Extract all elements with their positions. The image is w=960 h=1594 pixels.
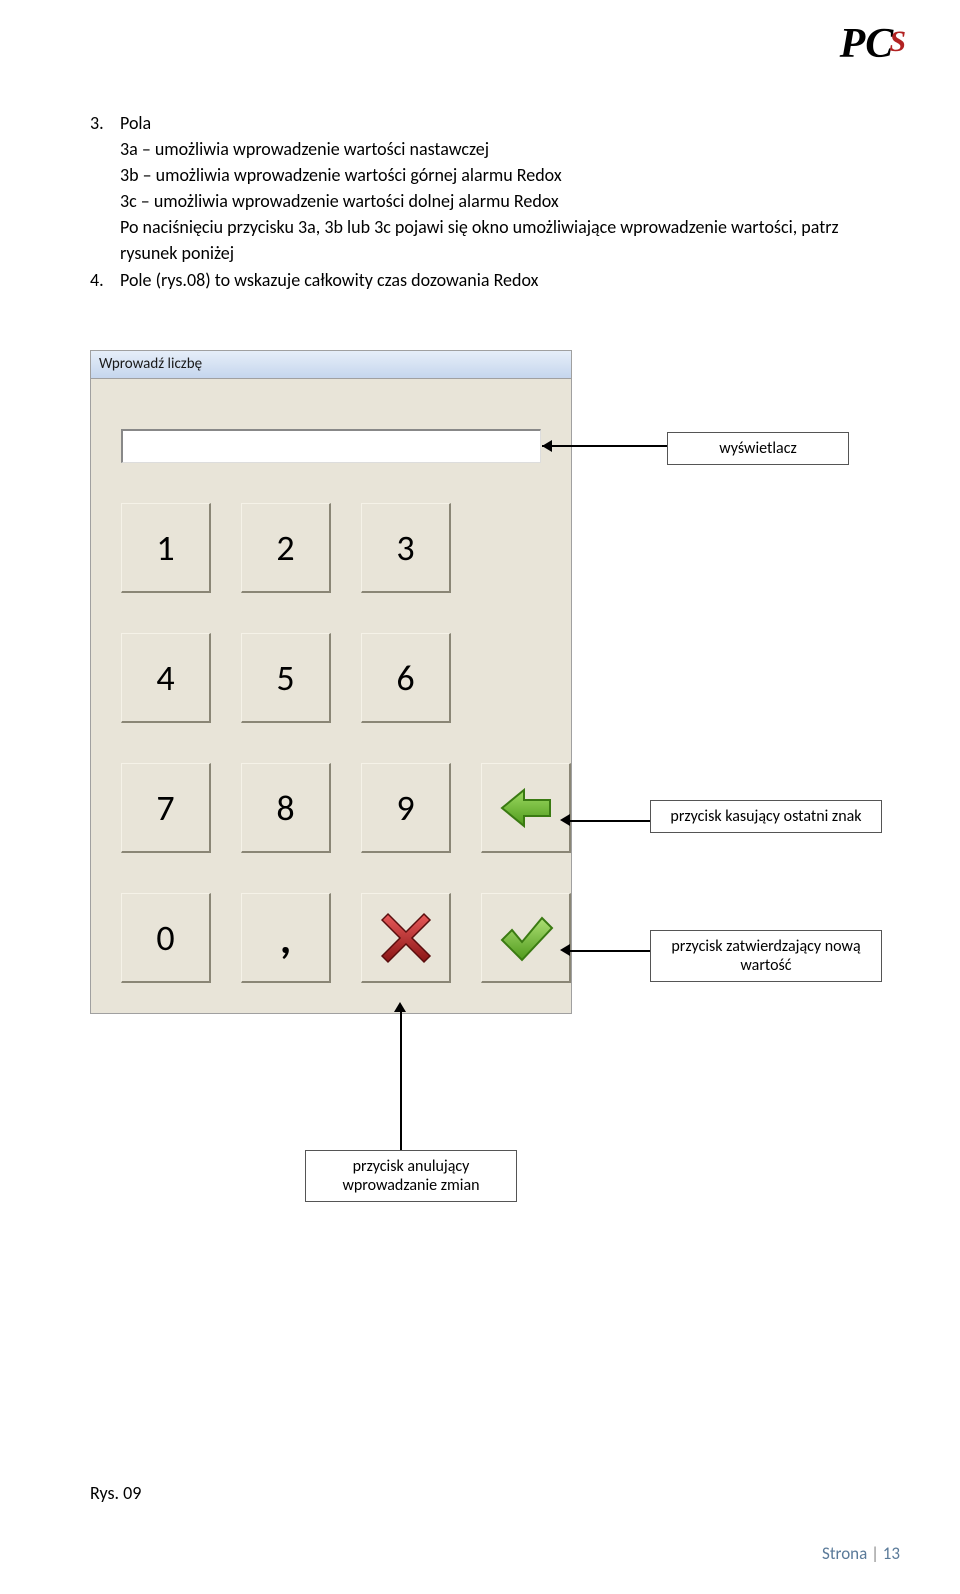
key-empty-r1 <box>481 503 571 593</box>
page-footer: Strona | 13 <box>822 1543 900 1564</box>
key-4[interactable]: 4 <box>121 633 211 723</box>
item4-number: 4. <box>90 267 120 293</box>
body-text: 3. Pola 3a – umożliwia wprowadzenie wart… <box>90 110 900 293</box>
footer-sep: | <box>871 1543 879 1564</box>
footer-label: Strona <box>822 1543 867 1564</box>
key-6[interactable]: 6 <box>361 633 451 723</box>
arrow-left-icon <box>494 776 558 840</box>
key-confirm[interactable] <box>481 893 571 983</box>
key-0[interactable]: 0 <box>121 893 211 983</box>
connector-confirm <box>570 950 650 952</box>
item4-text: Pole (rys.08) to wskazuje całkowity czas… <box>120 267 900 293</box>
key-3[interactable]: 3 <box>361 503 451 593</box>
key-1[interactable]: 1 <box>121 503 211 593</box>
item3a: 3a – umożliwia wprowadzenie wartości nas… <box>120 136 900 162</box>
figure-caption: Rys. 09 <box>90 1482 141 1504</box>
arrowhead-confirm <box>560 944 570 956</box>
arrowhead-cancel <box>394 1002 406 1012</box>
dialog-titlebar: Wprowadź liczbę <box>91 351 571 379</box>
key-2[interactable]: 2 <box>241 503 331 593</box>
check-icon <box>494 906 558 970</box>
item3-number: 3. <box>90 110 120 267</box>
numpad-dialog: Wprowadź liczbę 1 2 3 4 5 6 7 8 9 <box>90 350 572 1014</box>
item3-after: Po naciśnięciu przycisku 3a, 3b lub 3c p… <box>120 214 900 266</box>
label-display: wyświetlacz <box>667 432 849 465</box>
item3-title: Pola <box>120 110 900 136</box>
item3c: 3c – umożliwia wprowadzenie wartości dol… <box>120 188 900 214</box>
connector-display <box>542 445 667 447</box>
key-backspace[interactable] <box>481 763 571 853</box>
key-5[interactable]: 5 <box>241 633 331 723</box>
logo: PCS <box>840 20 910 68</box>
label-backspace: przycisk kasujący ostatni znak <box>650 800 882 833</box>
arrowhead-display <box>542 440 552 452</box>
key-empty-r2 <box>481 633 571 723</box>
connector-backspace <box>570 820 650 822</box>
key-8[interactable]: 8 <box>241 763 331 853</box>
key-cancel[interactable] <box>361 893 451 983</box>
label-cancel: przycisk anulujący wprowadzanie zmian <box>305 1150 517 1202</box>
connector-cancel <box>400 1010 402 1150</box>
key-9[interactable]: 9 <box>361 763 451 853</box>
label-confirm: przycisk zatwierdzający nową wartość <box>650 930 882 982</box>
logo-s: S <box>889 25 906 58</box>
logo-p: P <box>840 21 866 67</box>
arrowhead-backspace <box>560 814 570 826</box>
key-comma[interactable]: , <box>241 893 331 983</box>
display-input[interactable] <box>121 429 541 463</box>
figure: Wprowadź liczbę 1 2 3 4 5 6 7 8 9 <box>90 350 890 1350</box>
keypad: 1 2 3 4 5 6 7 8 9 <box>111 503 551 983</box>
item3b: 3b – umożliwia wprowadzenie wartości gór… <box>120 162 900 188</box>
cross-icon <box>374 906 438 970</box>
key-7[interactable]: 7 <box>121 763 211 853</box>
page: PCS 3. Pola 3a – umożliwia wprowadzenie … <box>0 0 960 1594</box>
footer-page-number: 13 <box>883 1543 900 1564</box>
dialog-body: 1 2 3 4 5 6 7 8 9 <box>91 379 571 1013</box>
